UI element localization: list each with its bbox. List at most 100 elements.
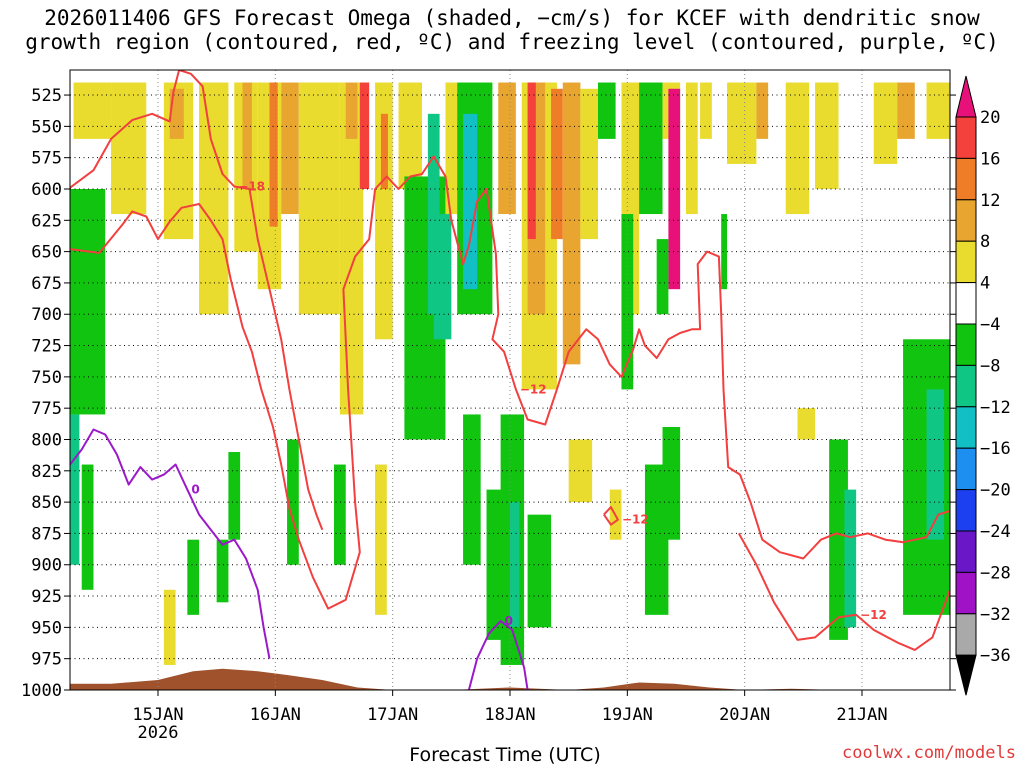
colorbar-tick-label: −20 [980,481,1011,501]
x-tick-label: 16JAN [250,705,301,725]
colorbar-segment [955,571,977,615]
omega-cell [551,88,563,240]
omega-cell [897,82,915,139]
colorbar-segment [955,364,977,408]
grid-layer [70,70,950,690]
omega-cell [926,82,950,139]
dendritic-contour-label: −18 [238,179,265,193]
omega-cell [568,439,593,503]
omega-cell [216,539,229,603]
colorbar-tick-label: −8 [980,356,1000,376]
omega-cell [815,82,839,189]
colorbar-segment [955,530,977,573]
colorbar-segment [955,489,977,532]
chart-title-line-1: 2026011406 GFS Forecast Omega (shaded, −… [44,6,980,30]
colorbar-tick-label: 4 [980,274,990,294]
dendritic-contour [70,155,950,610]
omega-cell [463,414,481,565]
contour-layer: −18 −12 −12 −12 0 0 [70,70,950,690]
y-tick-label: 600 [31,180,62,200]
omega-cell [73,82,112,139]
colorbar-tick-label: −24 [980,522,1011,542]
colorbar-segment [955,116,977,159]
omega-cell [580,88,598,240]
omega-cell [298,82,340,315]
omega-cell [686,82,698,215]
omega-cell [375,464,387,615]
omega-cell [228,452,241,540]
y-tick-label: 800 [31,430,62,450]
x-tick-label: 19JAN [602,705,653,725]
omega-cell [873,82,898,164]
terrain-fill [70,668,950,690]
x-tick-label: 15JAN [132,705,183,725]
omega-cell [486,489,505,640]
freezing-level-contour [70,428,271,659]
source-credit: coolwx.com/models [842,743,1016,763]
omega-cell [287,439,299,565]
omega-cell [926,389,945,540]
colorbar-tick-label: 16 [980,149,1000,169]
omega-cell [199,82,229,315]
omega-cell [111,82,147,215]
y-tick-label: 575 [31,149,62,169]
omega-cell [785,82,810,215]
omega-cell [621,214,634,390]
omega-cell [281,82,299,215]
omega-cell [445,82,458,215]
colorbar-segment [955,406,977,449]
colorbar-segment [955,323,977,366]
y-tick-label: 975 [31,650,62,670]
omega-cell [829,439,848,640]
omega-cell [598,82,616,139]
colorbar-tick-label: −32 [980,605,1011,625]
dendritic-contour-label: −12 [860,608,887,622]
omega-cell [433,214,452,340]
y-tick-label: 925 [31,587,62,607]
dendritic-contour [603,506,619,526]
colorbar-segment [955,613,977,656]
omega-cell [242,82,252,189]
y-tick-label: 775 [31,399,62,419]
colorbar-top-arrow [955,75,977,118]
y-tick-label: 825 [31,462,62,482]
y-tick-label: 950 [31,618,62,638]
colorbar-bottom-arrow [955,654,977,696]
omega-cell [721,214,728,290]
omega-cell [169,88,184,139]
colorbar-segment [955,157,977,201]
colorbar-tick-label: −12 [980,398,1011,418]
axes-layer: 525 550 575 600 625 650 675 700 725 750 775 800 825 8… [21,86,956,743]
y-tick-label: 900 [31,556,62,576]
chart-title: 2026011406 GFS Forecast Omega (shaded, −… [0,6,1024,54]
omega-cell [269,82,278,227]
omega-cell [797,408,816,440]
y-tick-label: 750 [31,368,62,388]
colorbar: 20 16 12 8 4 −4 −8 −12 −16 −20 −24 −28 −32 −36 [955,75,1011,696]
colorbar-segment [955,447,977,491]
omega-cell [359,82,370,189]
omega-cell [562,82,581,365]
terrain-layer [70,668,950,690]
y-tick-label: 650 [31,243,62,263]
omega-cell [727,82,757,164]
colorbar-tick-label: 8 [980,232,990,252]
y-tick-label: 675 [31,274,62,294]
y-tick-label: 550 [31,117,62,137]
colorbar-tick-label: −36 [980,646,1011,666]
x-tick-label: 20JAN [719,705,770,725]
colorbar-segment [955,240,977,284]
omega-cell [510,502,520,628]
dendritic-contour-label: −12 [622,513,649,527]
omega-cell [668,88,681,290]
colorbar-tick-label: −28 [980,563,1011,583]
colorbar-segment [955,282,977,325]
omega-cell [498,82,516,215]
omega-cell [70,188,106,415]
freezing-level-contour-label: 0 [191,483,199,497]
y-tick-label: 700 [31,305,62,325]
colorbar-tick-label: −16 [980,439,1011,459]
dendritic-contour [70,70,324,531]
y-tick-label: 850 [31,493,62,513]
